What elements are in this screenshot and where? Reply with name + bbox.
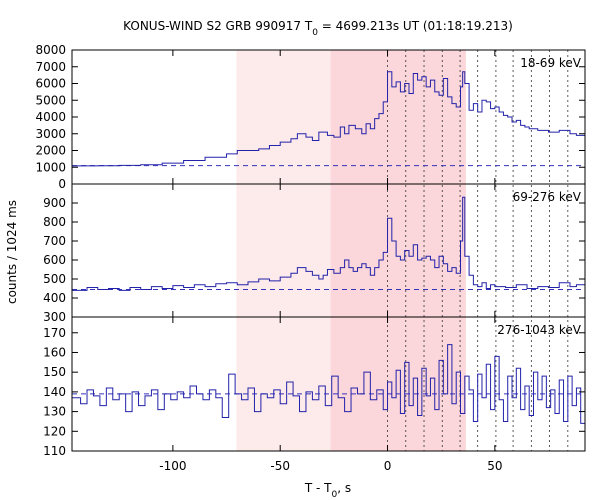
- y-tick-label-0-0: 0: [58, 177, 66, 191]
- y-tick-label-1-2: 500: [43, 272, 66, 286]
- y-tick-label-1-1: 400: [43, 291, 66, 305]
- y-tick-label-2-3: 140: [43, 385, 66, 399]
- y-tick-label-0-4: 4000: [35, 110, 66, 124]
- y-axis-label: counts / 1024 ms: [5, 200, 19, 304]
- series-label-0: 18-69 keV: [520, 56, 582, 70]
- y-tick-label-0-3: 3000: [35, 127, 66, 141]
- x-axis-label: T - T0, s: [304, 481, 351, 500]
- y-tick-label-2-1: 120: [43, 424, 66, 438]
- y-tick-label-0-6: 6000: [35, 77, 66, 91]
- y-tick-label-0-2: 2000: [35, 144, 66, 158]
- y-tick-label-2-5: 160: [43, 345, 66, 359]
- panel-frame-2: [71, 316, 586, 452]
- y-tick-label-0-1: 1000: [35, 160, 66, 174]
- x-tick-label-2: 0: [384, 459, 392, 473]
- x-tick-label-1: -50: [270, 459, 290, 473]
- y-tick-label-2-2: 130: [43, 405, 66, 419]
- series-line-0: [72, 71, 585, 167]
- series-line-1: [72, 196, 586, 291]
- y-tick-label-0-7: 7000: [35, 60, 66, 74]
- y-tick-label-0-5: 5000: [35, 93, 66, 107]
- y-tick-label-1-6: 900: [43, 196, 66, 210]
- y-tick-label-0-8: 8000: [35, 43, 66, 57]
- y-tick-label-2-0: 110: [43, 444, 66, 458]
- series-line-2: [72, 344, 586, 424]
- y-tick-label-2-6: 170: [43, 326, 66, 340]
- chart-title: KONUS-WIND S2 GRB 990917 T0 = 4699.213s …: [123, 19, 513, 38]
- y-tick-label-1-4: 700: [43, 234, 66, 248]
- series-label-1: 69-276 keV: [513, 190, 582, 204]
- shaded-interval-0: [236, 50, 331, 451]
- y-tick-label-2-4: 150: [43, 365, 66, 379]
- y-tick-label-1-0: 300: [43, 310, 66, 324]
- x-tick-label-3: 50: [487, 459, 502, 473]
- y-tick-label-1-3: 600: [43, 253, 66, 267]
- x-tick-label-0: -100: [159, 459, 186, 473]
- y-tick-label-1-5: 800: [43, 215, 66, 229]
- series-label-2: 276-1043 keV: [497, 323, 581, 337]
